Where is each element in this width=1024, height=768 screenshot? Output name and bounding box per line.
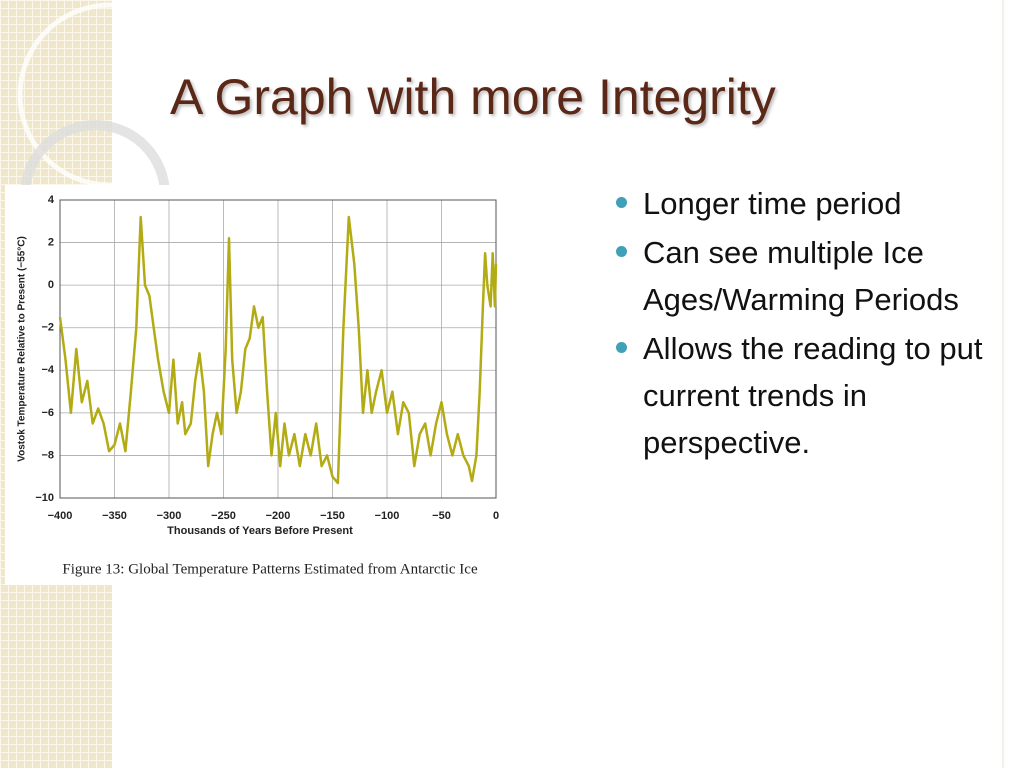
x-tick-label: −400 (48, 510, 73, 522)
y-tick-label: 2 (48, 236, 54, 248)
caption: Figure 13: Global Temperature Patterns E… (62, 561, 478, 577)
bullet-list: Longer time period Can see multiple Ice … (612, 180, 1002, 468)
x-tick-label: 0 (493, 510, 499, 522)
x-tick-label: −200 (266, 510, 291, 522)
x-tick-label: −100 (375, 510, 400, 522)
bullet: Can see multiple Ice Ages/Warming Period… (612, 229, 1002, 323)
x-tick-label: −250 (211, 510, 236, 522)
x-tick-label: −300 (157, 510, 182, 522)
x-tick-label: −150 (320, 510, 345, 522)
y-tick-label: −8 (41, 449, 54, 461)
y-tick-label: −2 (41, 322, 54, 334)
y-axis-label: Vostok Temperature Relative to Present (… (17, 236, 28, 462)
y-tick-label: 4 (48, 194, 55, 206)
y-tick-label: −4 (41, 364, 54, 376)
y-tick-label: −10 (35, 492, 54, 504)
chart: Figure 13: Global Temperature Patterns E… (5, 185, 528, 585)
bullet: Allows the reading to put current trends… (612, 325, 1002, 466)
data-line (58, 215, 498, 485)
y-tick-label: −6 (41, 407, 54, 419)
plot-frame (59, 199, 497, 499)
x-axis-label: Thousands of Years Before Present (167, 525, 353, 537)
y-tick-label: 0 (48, 279, 54, 291)
slide-title: A Graph with more Integrity (170, 69, 776, 125)
x-tick-label: −350 (102, 510, 127, 522)
x-tick-label: −50 (432, 510, 451, 522)
bullet: Longer time period (612, 180, 1002, 227)
